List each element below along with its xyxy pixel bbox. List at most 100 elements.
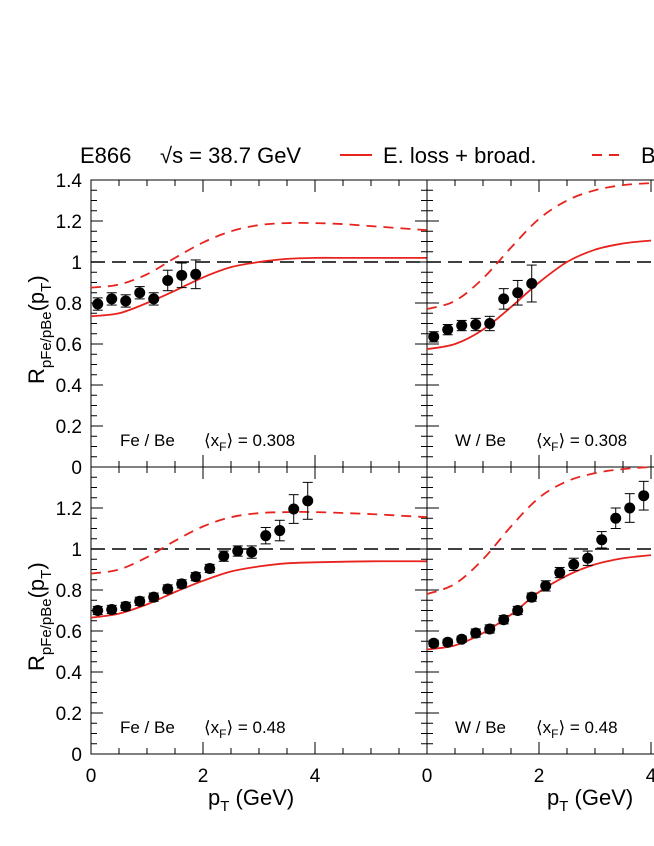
y-tick-label: 1 (71, 253, 82, 274)
x-tick-label: 0 (86, 766, 97, 787)
data-point (176, 578, 188, 590)
x-tick-label: 4 (310, 766, 321, 787)
experiment-label: E866 (80, 143, 131, 168)
x-tick-label: 2 (534, 766, 545, 787)
panel-pair-label: Fe / Be (120, 431, 175, 450)
y-axis-title-main: R (24, 368, 49, 384)
data-point (638, 490, 650, 502)
data-point (134, 287, 146, 299)
data-point (120, 295, 132, 307)
data-point (106, 293, 118, 305)
panel-xf-value: = 0.48 (238, 718, 286, 737)
data-point (190, 571, 202, 583)
y-axis-title-close: ) (24, 275, 49, 282)
x-axis-title-main: p (547, 785, 559, 810)
data-point (470, 627, 482, 639)
data-point (484, 318, 496, 329)
data-point (442, 324, 454, 336)
y-axis-title-bottom: RpFe/pBe(pT) (24, 562, 55, 671)
header: E866 √s = 38.7 GeV E. loss + broad. B (80, 143, 654, 168)
y-axis-title-top: RpFe/pBe(pT) (24, 275, 55, 384)
data-point (428, 637, 440, 649)
data-points (428, 480, 650, 649)
x-tick-label: 0 (422, 766, 433, 787)
x-axis-title-sub: T (559, 798, 568, 815)
data-point (162, 274, 174, 286)
data-point (134, 595, 146, 607)
x-tick-label: 4 (646, 766, 654, 787)
data-point (106, 603, 118, 615)
data-point (582, 552, 594, 564)
model-solid-curve (90, 256, 427, 318)
panel-top-left: Fe / Be ⟨xF⟩ = 0.308 (90, 179, 428, 468)
data-point (288, 503, 300, 515)
data-point (162, 583, 174, 595)
ticks (426, 466, 652, 755)
y-tick-label: 1.2 (56, 212, 82, 233)
y-tick-label: 1 (71, 540, 82, 561)
panel-xf-value: = 0.308 (570, 431, 627, 450)
data-point (456, 320, 468, 332)
x-axis-title-main: p (208, 785, 220, 810)
y-tick-label: 0.8 (56, 581, 82, 602)
panel-xf-label: ⟨xF⟩ = 0.308 (204, 431, 295, 454)
data-point (260, 530, 272, 542)
data-point (540, 580, 552, 592)
data-point (232, 545, 244, 557)
model-dashed-curve (90, 221, 428, 289)
y-axis-title-arg: (p (24, 579, 49, 599)
data-point (624, 502, 636, 514)
panel-bottom-left: Fe / Be ⟨xF⟩ = 0.48 (90, 466, 428, 755)
data-point (512, 605, 524, 616)
data-point (120, 600, 132, 612)
panel-xf-label: ⟨xF⟩ = 0.48 (204, 718, 286, 741)
data-point (274, 525, 286, 537)
data-point (92, 605, 104, 616)
data-point (190, 268, 202, 280)
data-points (92, 481, 314, 616)
data-point (204, 562, 216, 574)
y-tick-label: 0.4 (56, 663, 83, 684)
x-axis-title-unit: (GeV) (568, 785, 633, 810)
legend-solid-label: E. loss + broad. (383, 143, 536, 168)
data-point (596, 534, 608, 546)
data-point (512, 287, 524, 299)
model-solid-curve (90, 560, 428, 619)
data-point (470, 319, 482, 331)
ticks (90, 466, 428, 755)
data-point (498, 614, 510, 626)
plot-area (90, 179, 428, 468)
model-dashed-curve (90, 511, 428, 575)
data-point (302, 495, 314, 507)
y-tick-label: 0 (71, 745, 82, 766)
data-point (610, 512, 622, 524)
ticks (90, 179, 428, 468)
panel-pair-label: W / Be (455, 718, 506, 737)
panel-pair-label: W / Be (455, 431, 506, 450)
y-axis-title-close: ) (24, 562, 49, 569)
y-tick-label: 0.8 (56, 294, 82, 315)
x-axis-title-right: pT (GeV) (547, 785, 633, 815)
data-point (92, 298, 104, 310)
data-point (148, 293, 160, 305)
panel-pair-label: Fe / Be (120, 718, 175, 737)
y-tick-label: 0.2 (56, 417, 82, 438)
data-point (246, 546, 258, 558)
data-point (148, 591, 160, 603)
y-tick-label: 0.2 (56, 704, 82, 725)
y-tick-label: 0 (71, 458, 82, 479)
data-point (176, 269, 188, 281)
legend-dashed-label: B (641, 143, 654, 168)
model-solid-curve (426, 239, 652, 350)
data-point (484, 623, 496, 635)
data-point (554, 567, 566, 579)
panel-xf-value: = 0.48 (570, 718, 618, 737)
data-points (92, 259, 202, 311)
data-point (526, 591, 538, 603)
y-tick-label: 0.4 (56, 376, 83, 397)
y-tick-label: 1.4 (56, 171, 83, 192)
panel-top-right: W / Be ⟨xF⟩ = 0.308 (426, 179, 654, 468)
data-point (498, 293, 510, 305)
panel-xf-label: ⟨xF⟩ = 0.308 (536, 431, 627, 454)
